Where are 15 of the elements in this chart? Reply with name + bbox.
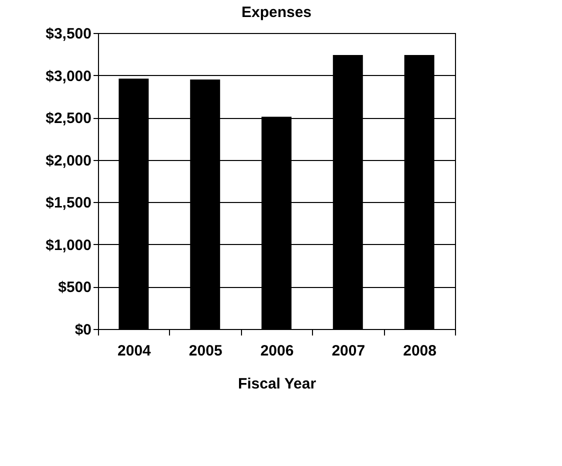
y-tick-label: $2,000 xyxy=(46,152,92,170)
y-tick-label: $0 xyxy=(74,322,92,338)
x-tick-label: 2004 xyxy=(118,342,152,360)
y-tick-label: $3,000 xyxy=(46,68,92,85)
x-tick-label: 2008 xyxy=(403,342,436,360)
x-tick-label: 2006 xyxy=(260,342,294,360)
y-tick-label: $2,500 xyxy=(46,110,92,128)
x-axis-title: Fiscal Year xyxy=(238,376,316,392)
x-tick-label: 2007 xyxy=(332,342,366,360)
chart-title: Expenses xyxy=(241,4,312,21)
y-tick-label: $1,000 xyxy=(46,236,92,254)
y-tick-label: $1,500 xyxy=(46,194,92,212)
y-tick-label: $3,500 xyxy=(46,26,92,42)
y-tick-label: $500 xyxy=(58,279,92,296)
x-tick-label: 2005 xyxy=(188,342,222,360)
